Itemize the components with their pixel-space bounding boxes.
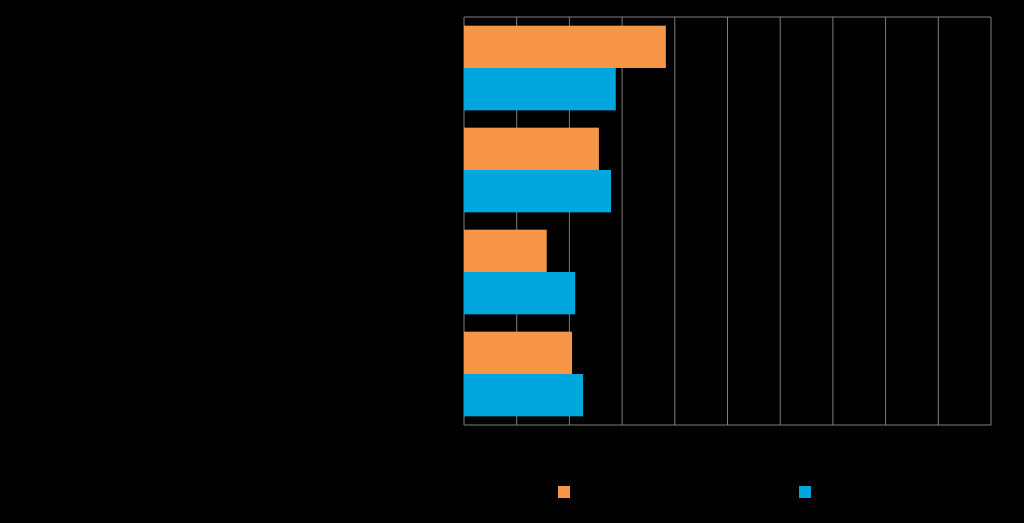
bar — [464, 229, 547, 272]
bar — [464, 374, 584, 417]
bar — [464, 170, 612, 213]
bar — [464, 68, 616, 111]
bar — [464, 331, 573, 374]
legend-swatch — [558, 486, 570, 498]
legend-swatch — [799, 486, 811, 498]
bar — [464, 127, 599, 170]
bar — [464, 272, 576, 315]
bar — [464, 25, 666, 69]
